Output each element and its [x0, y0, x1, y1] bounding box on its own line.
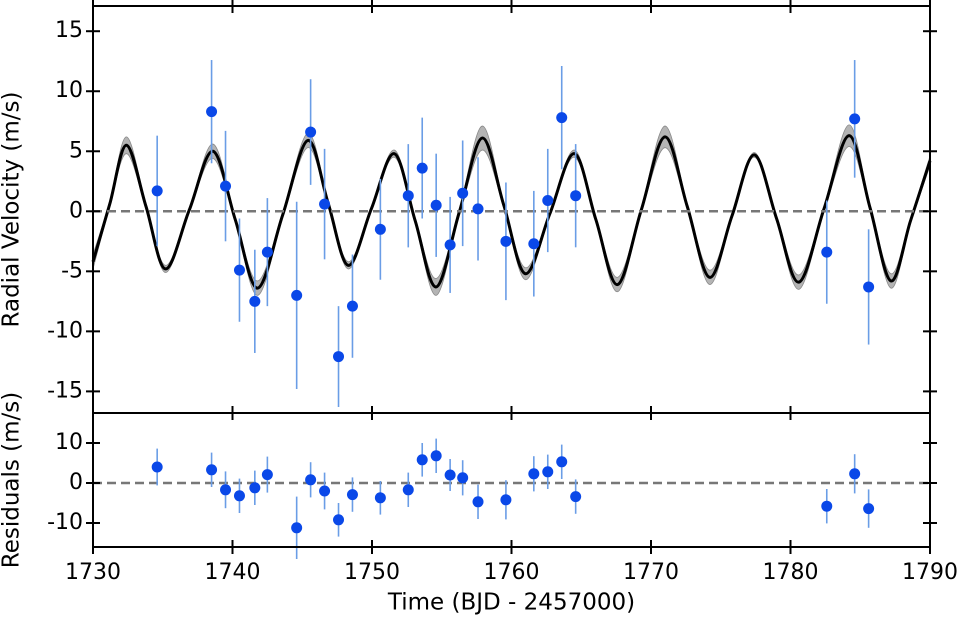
data-point: [430, 450, 442, 462]
x-tick-label: 1760: [484, 560, 540, 585]
data-point: [151, 461, 163, 473]
y-tick-label: -5: [61, 258, 83, 283]
y-tick-label: 5: [69, 138, 83, 163]
data-point: [821, 246, 833, 258]
data-point: [291, 522, 303, 534]
y-tick-label: 15: [55, 18, 83, 43]
data-point: [416, 162, 428, 174]
x-tick-label: 1770: [623, 560, 679, 585]
data-point: [542, 466, 554, 478]
data-point: [863, 281, 875, 293]
model-band: [92, 124, 931, 296]
data-point: [570, 190, 582, 202]
x-tick-label: 1780: [763, 560, 819, 585]
data-point: [151, 185, 163, 197]
x-tick-label: 1740: [205, 560, 261, 585]
y-tick-label: 0: [69, 470, 83, 495]
data-point: [206, 106, 218, 118]
data-point: [305, 474, 317, 486]
data-point: [500, 235, 512, 247]
data-point: [444, 469, 456, 481]
data-point: [346, 489, 358, 501]
y-tick-label: 10: [55, 430, 83, 455]
data-point: [319, 485, 331, 497]
x-tick-label: 1730: [65, 560, 121, 585]
data-point: [346, 300, 358, 312]
data-point: [849, 468, 861, 480]
data-point: [472, 203, 484, 215]
data-point: [542, 194, 554, 206]
data-point: [333, 351, 345, 363]
data-point: [570, 491, 582, 503]
y-tick-label: -10: [47, 510, 83, 535]
data-point: [416, 454, 428, 466]
data-point: [249, 295, 261, 307]
y-axis-label: Residuals (m/s): [0, 392, 25, 569]
data-point: [333, 514, 345, 526]
data-point: [374, 492, 386, 504]
y-tick-label: -10: [47, 318, 83, 343]
data-point: [261, 246, 273, 258]
model-line: [91, 134, 932, 290]
data-point: [233, 264, 245, 276]
y-tick-label: 10: [55, 78, 83, 103]
data-point: [206, 464, 218, 476]
data-point: [556, 456, 568, 468]
data-point: [220, 484, 232, 496]
data-point: [849, 113, 861, 125]
data-point: [374, 223, 386, 235]
y-tick-label: 0: [69, 198, 83, 223]
data-point: [457, 472, 469, 484]
data-point: [319, 198, 331, 210]
data-point: [220, 180, 232, 192]
data-point: [500, 494, 512, 506]
data-point: [863, 503, 875, 515]
data-point: [821, 500, 833, 512]
data-point: [528, 468, 540, 480]
y-tick-label: -15: [47, 378, 83, 403]
plot-frame: [92, 5, 931, 414]
data-point: [528, 238, 540, 250]
data-point: [249, 482, 261, 494]
y-axis-label: Radial Velocity (m/s): [0, 92, 25, 328]
data-point: [261, 469, 273, 481]
plot-frame: [92, 412, 931, 548]
data-point: [402, 484, 414, 496]
data-point: [430, 199, 442, 211]
data-point: [291, 289, 303, 301]
data-point: [305, 126, 317, 138]
data-point: [556, 112, 568, 124]
data-point: [233, 490, 245, 502]
data-point: [402, 190, 414, 202]
x-tick-label: 1790: [902, 560, 958, 585]
x-axis-label: Time (BJD - 2457000): [387, 590, 635, 616]
data-point: [457, 187, 469, 199]
x-tick-label: 1750: [344, 560, 400, 585]
data-point: [444, 239, 456, 251]
data-point: [472, 496, 484, 508]
